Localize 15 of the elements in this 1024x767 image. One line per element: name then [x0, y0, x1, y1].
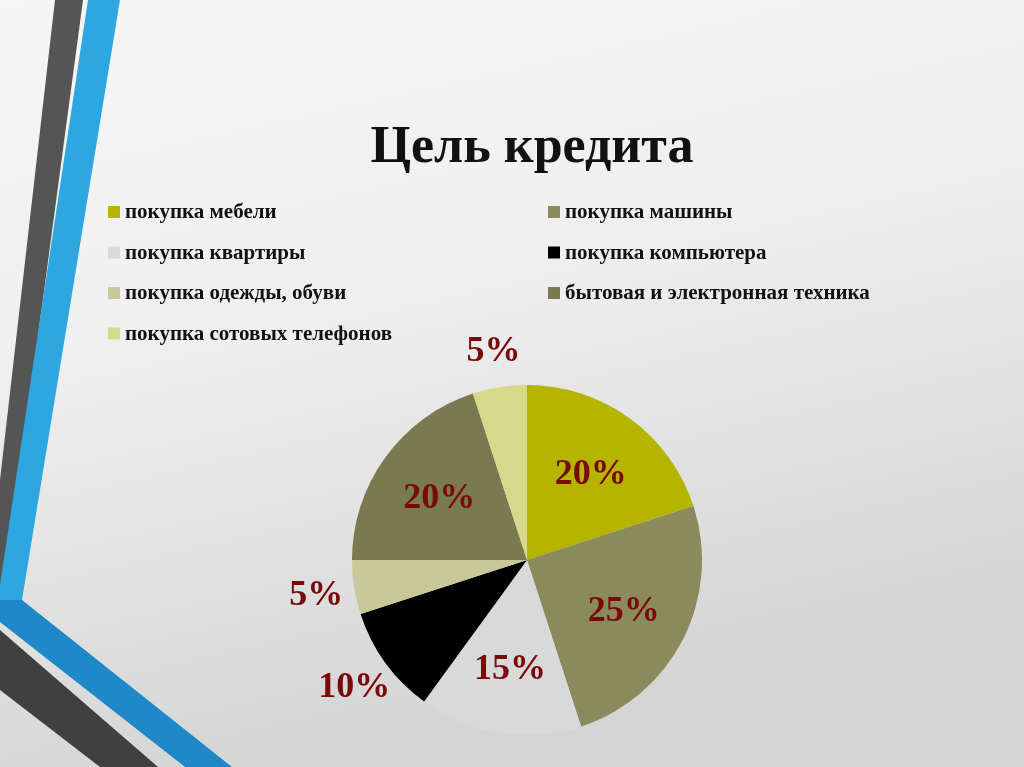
legend-label: покупка мебели [125, 199, 277, 223]
legend-label: покупка одежды, обуви [125, 280, 347, 304]
legend-label: покупка квартиры [125, 239, 306, 264]
data-label: 20% [403, 476, 476, 517]
chart-title: Цель кредита [370, 116, 694, 173]
data-label: 5% [289, 573, 344, 614]
data-label: 5% [466, 329, 521, 370]
data-label: 15% [474, 647, 547, 688]
data-label: 20% [554, 452, 627, 493]
data-label: 10% [318, 665, 391, 706]
legend-label: покупка компьютера [565, 239, 768, 264]
legend-label: покупка машины [565, 199, 733, 223]
legend-label: покупка сотовых телефонов [125, 320, 393, 345]
data-label: 25% [587, 589, 660, 630]
legend-label: бытовая и электронная техника [565, 280, 871, 304]
